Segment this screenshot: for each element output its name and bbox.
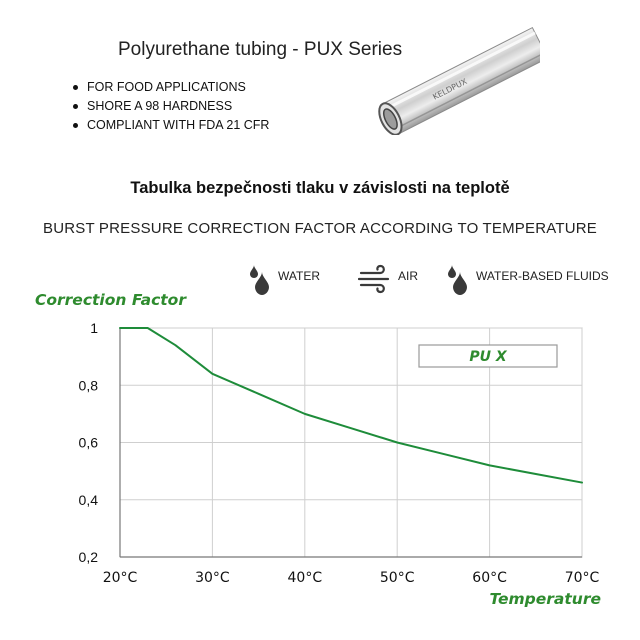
- x-axis-title: Temperature: [489, 590, 601, 608]
- product-title: Polyurethane tubing - PUX Series: [118, 39, 403, 60]
- y-tick-label: 0,8: [79, 377, 99, 393]
- series-legend-label: PU X: [469, 349, 508, 365]
- legend-air: AIR: [358, 264, 418, 294]
- legend-water: WATER: [248, 264, 320, 298]
- heading-english: BURST PRESSURE CORRECTION FACTOR ACCORDI…: [43, 220, 597, 237]
- feature-item: FOR FOOD APPLICATIONS: [70, 78, 269, 97]
- y-tick-label: 0,6: [79, 435, 99, 451]
- legend-air-label: AIR: [398, 269, 419, 283]
- y-axis-title: Correction Factor: [35, 291, 187, 309]
- y-tick-label: 0,2: [79, 549, 99, 565]
- y-tick-label: 0,4: [79, 492, 99, 508]
- x-tick-label: 30°C: [195, 570, 230, 586]
- series-legend-box: [418, 344, 558, 368]
- x-tick-label: 20°C: [103, 570, 138, 586]
- x-tick-label: 50°C: [380, 570, 415, 586]
- x-tick-label: 70°C: [565, 570, 600, 586]
- feature-item: SHORE A 98 HARDNESS: [70, 97, 269, 116]
- x-tick-label: 40°C: [288, 570, 323, 586]
- legend-water-label: WATER: [278, 269, 320, 283]
- feature-item: COMPLIANT WITH FDA 21 CFR: [70, 116, 269, 135]
- legend-water-based-fluids-label: WATER-BASED FLUIDS: [476, 269, 609, 283]
- legend-water-based-fluids: WATER-BASED FLUIDS: [446, 264, 609, 298]
- water-drop-icon: [448, 265, 467, 295]
- heading-czech: Tabulka bezpečnosti tlaku v závislosti n…: [130, 179, 510, 197]
- tube-image: KELDPUX: [378, 26, 540, 135]
- series-line-pux: [119, 327, 583, 484]
- feature-list: FOR FOOD APPLICATIONS SHORE A 98 HARDNES…: [70, 78, 269, 135]
- air-wind-icon: [358, 264, 390, 294]
- y-tick-label: 1: [90, 320, 98, 336]
- water-drop-icon: [250, 265, 269, 295]
- correction-factor-chart: 0,2 0,4 0,6 0,8 1 20°C 30°C 40°C 50°C 60°C 70°C Cor…: [35, 291, 601, 608]
- x-tick-label: 60°C: [472, 570, 507, 586]
